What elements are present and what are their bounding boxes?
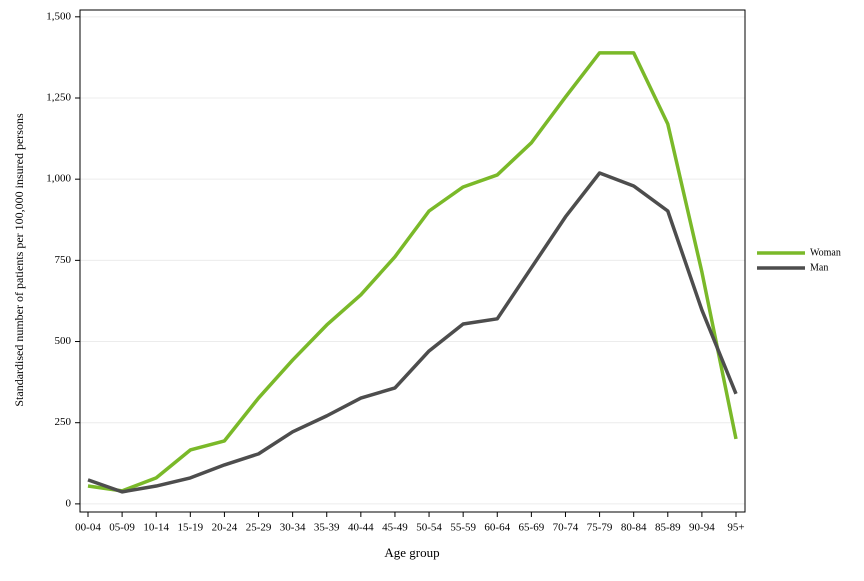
- x-tick-label: 30-34: [280, 522, 306, 534]
- line-series: [87, 171, 738, 494]
- x-tick-label: 25-29: [246, 522, 272, 534]
- x-tick-label: 15-19: [177, 522, 203, 534]
- x-tick-label: 75-79: [587, 522, 613, 534]
- x-tick-label: 35-39: [314, 522, 340, 534]
- plot-frame: [79, 9, 746, 513]
- x-tick-label: 55-59: [450, 522, 476, 534]
- x-tick-label: 85-89: [655, 522, 681, 534]
- x-tick-label: 45-49: [382, 522, 408, 534]
- x-tick-label: 10-14: [143, 522, 169, 534]
- x-tick-label: 20-24: [212, 522, 238, 534]
- y-tick-label: 250: [55, 416, 72, 428]
- legend-label: Woman: [810, 247, 841, 258]
- line-series: [87, 51, 738, 493]
- x-axis-label: Age group: [384, 545, 439, 560]
- y-tick-label: 0: [66, 497, 72, 509]
- y-axis-label: Standardised number of patients per 100,…: [12, 113, 26, 407]
- y-tick-label: 1,000: [46, 173, 71, 185]
- x-tick-label: 90-94: [689, 522, 715, 534]
- x-tick-label: 05-09: [109, 522, 135, 534]
- y-tick-label: 500: [55, 335, 72, 347]
- y-tick-label: 750: [55, 254, 72, 266]
- x-tick-label: 70-74: [553, 522, 579, 534]
- x-tick-label: 60-64: [484, 522, 510, 534]
- y-tick-label: 1,500: [46, 10, 71, 22]
- x-tick-label: 40-44: [348, 522, 374, 534]
- x-tick-label: 50-54: [416, 522, 442, 534]
- y-tick-label: 1,250: [46, 92, 71, 104]
- legend-label: Man: [810, 262, 828, 273]
- x-tick-label: 95+: [727, 522, 744, 534]
- x-tick-label: 65-69: [519, 522, 545, 534]
- x-tick-label: 80-84: [621, 522, 647, 534]
- x-tick-label: 00-04: [75, 522, 101, 534]
